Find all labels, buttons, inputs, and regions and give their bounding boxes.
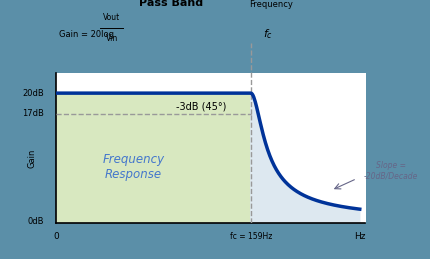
Text: 0: 0: [53, 232, 59, 241]
Text: Slope =
-20dB/Decade: Slope = -20dB/Decade: [364, 162, 418, 181]
Text: Frequency
Response: Frequency Response: [102, 153, 164, 181]
Text: $\mathit{f_c}$: $\mathit{f_c}$: [263, 27, 273, 41]
Text: fc = 159Hz: fc = 159Hz: [230, 232, 272, 241]
Polygon shape: [56, 93, 251, 223]
Text: Pass Band: Pass Band: [138, 0, 203, 8]
Text: Hz: Hz: [354, 232, 366, 241]
Text: -3dB (45°): -3dB (45°): [176, 101, 227, 111]
Text: Vin: Vin: [106, 34, 118, 43]
Text: 17dB: 17dB: [22, 109, 44, 118]
Text: Gain: Gain: [27, 148, 36, 168]
Text: Vout: Vout: [103, 13, 120, 23]
Text: Gain = 20log: Gain = 20log: [59, 30, 114, 39]
Text: Corner
Frequency: Corner Frequency: [249, 0, 293, 9]
Text: 0dB: 0dB: [28, 217, 44, 226]
Polygon shape: [251, 93, 360, 223]
Text: 20dB: 20dB: [23, 89, 44, 98]
